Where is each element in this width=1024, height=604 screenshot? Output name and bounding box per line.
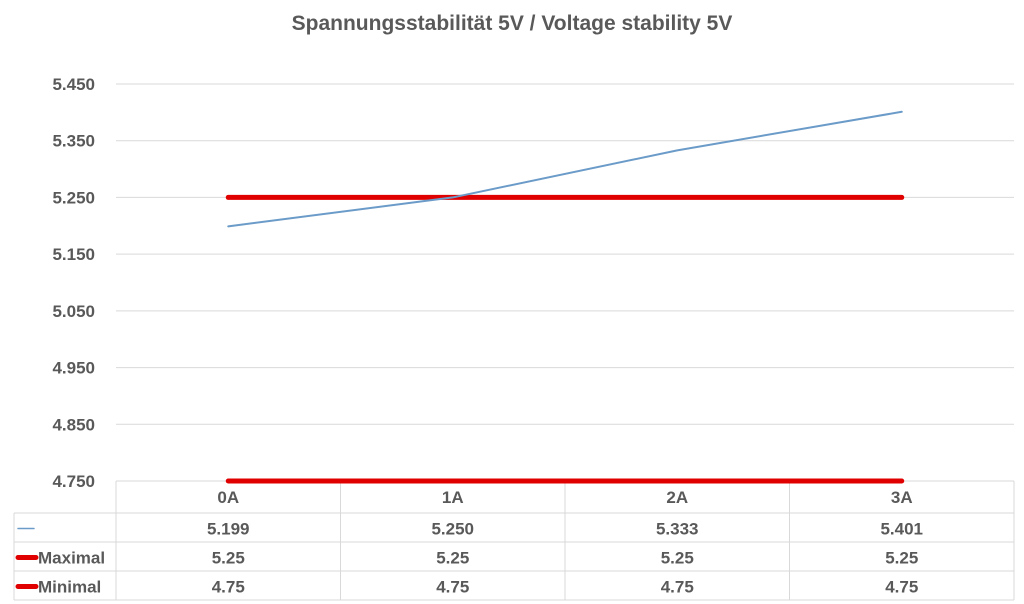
table-cell-value: 4.75 — [212, 578, 245, 597]
table-cell-value: 5.333 — [656, 520, 699, 539]
table-cell-value: 5.250 — [431, 520, 474, 539]
legend-label: Maximal — [38, 549, 105, 568]
table-cell-value: 5.25 — [212, 549, 245, 568]
x-tick-label: 0A — [217, 488, 239, 507]
chart-title: Spannungsstabilität 5V / Voltage stabili… — [292, 12, 733, 35]
x-tick-label: 2A — [666, 488, 688, 507]
series-line-measured — [227, 110, 903, 228]
y-axis: 5.450 5.350 5.250 5.150 5.050 4.950 4.850 4.750 — [52, 75, 95, 491]
y-tick-label: 5.150 — [52, 245, 95, 264]
y-tick-label: 4.850 — [52, 415, 95, 434]
legend-label: Minimal — [38, 578, 101, 597]
table-cell-value: 4.75 — [885, 578, 918, 597]
y-tick-label: 5.350 — [52, 132, 95, 151]
x-tick-label: 1A — [442, 488, 464, 507]
table-cell-value: 5.25 — [436, 549, 469, 568]
series-lines — [225, 110, 905, 484]
y-tick-label: 4.950 — [52, 359, 95, 378]
table-cell-value: 5.401 — [880, 520, 923, 539]
table-cell-value: 5.25 — [885, 549, 918, 568]
data-table: 0A 1A 2A 3A 5.199 5.250 5.333 5.401 Maximal 5.25 5… — [13, 480, 1015, 601]
table-cell-value: 4.75 — [436, 578, 469, 597]
table-cell-value: 5.199 — [207, 520, 250, 539]
y-tick-label: 4.750 — [52, 472, 95, 491]
y-tick-label: 5.250 — [52, 188, 95, 207]
x-tick-label: 3A — [891, 488, 913, 507]
table-cell-value: 5.25 — [661, 549, 694, 568]
y-tick-label: 5.050 — [52, 302, 95, 321]
y-tick-label: 5.450 — [52, 75, 95, 94]
table-cell-value: 4.75 — [661, 578, 694, 597]
